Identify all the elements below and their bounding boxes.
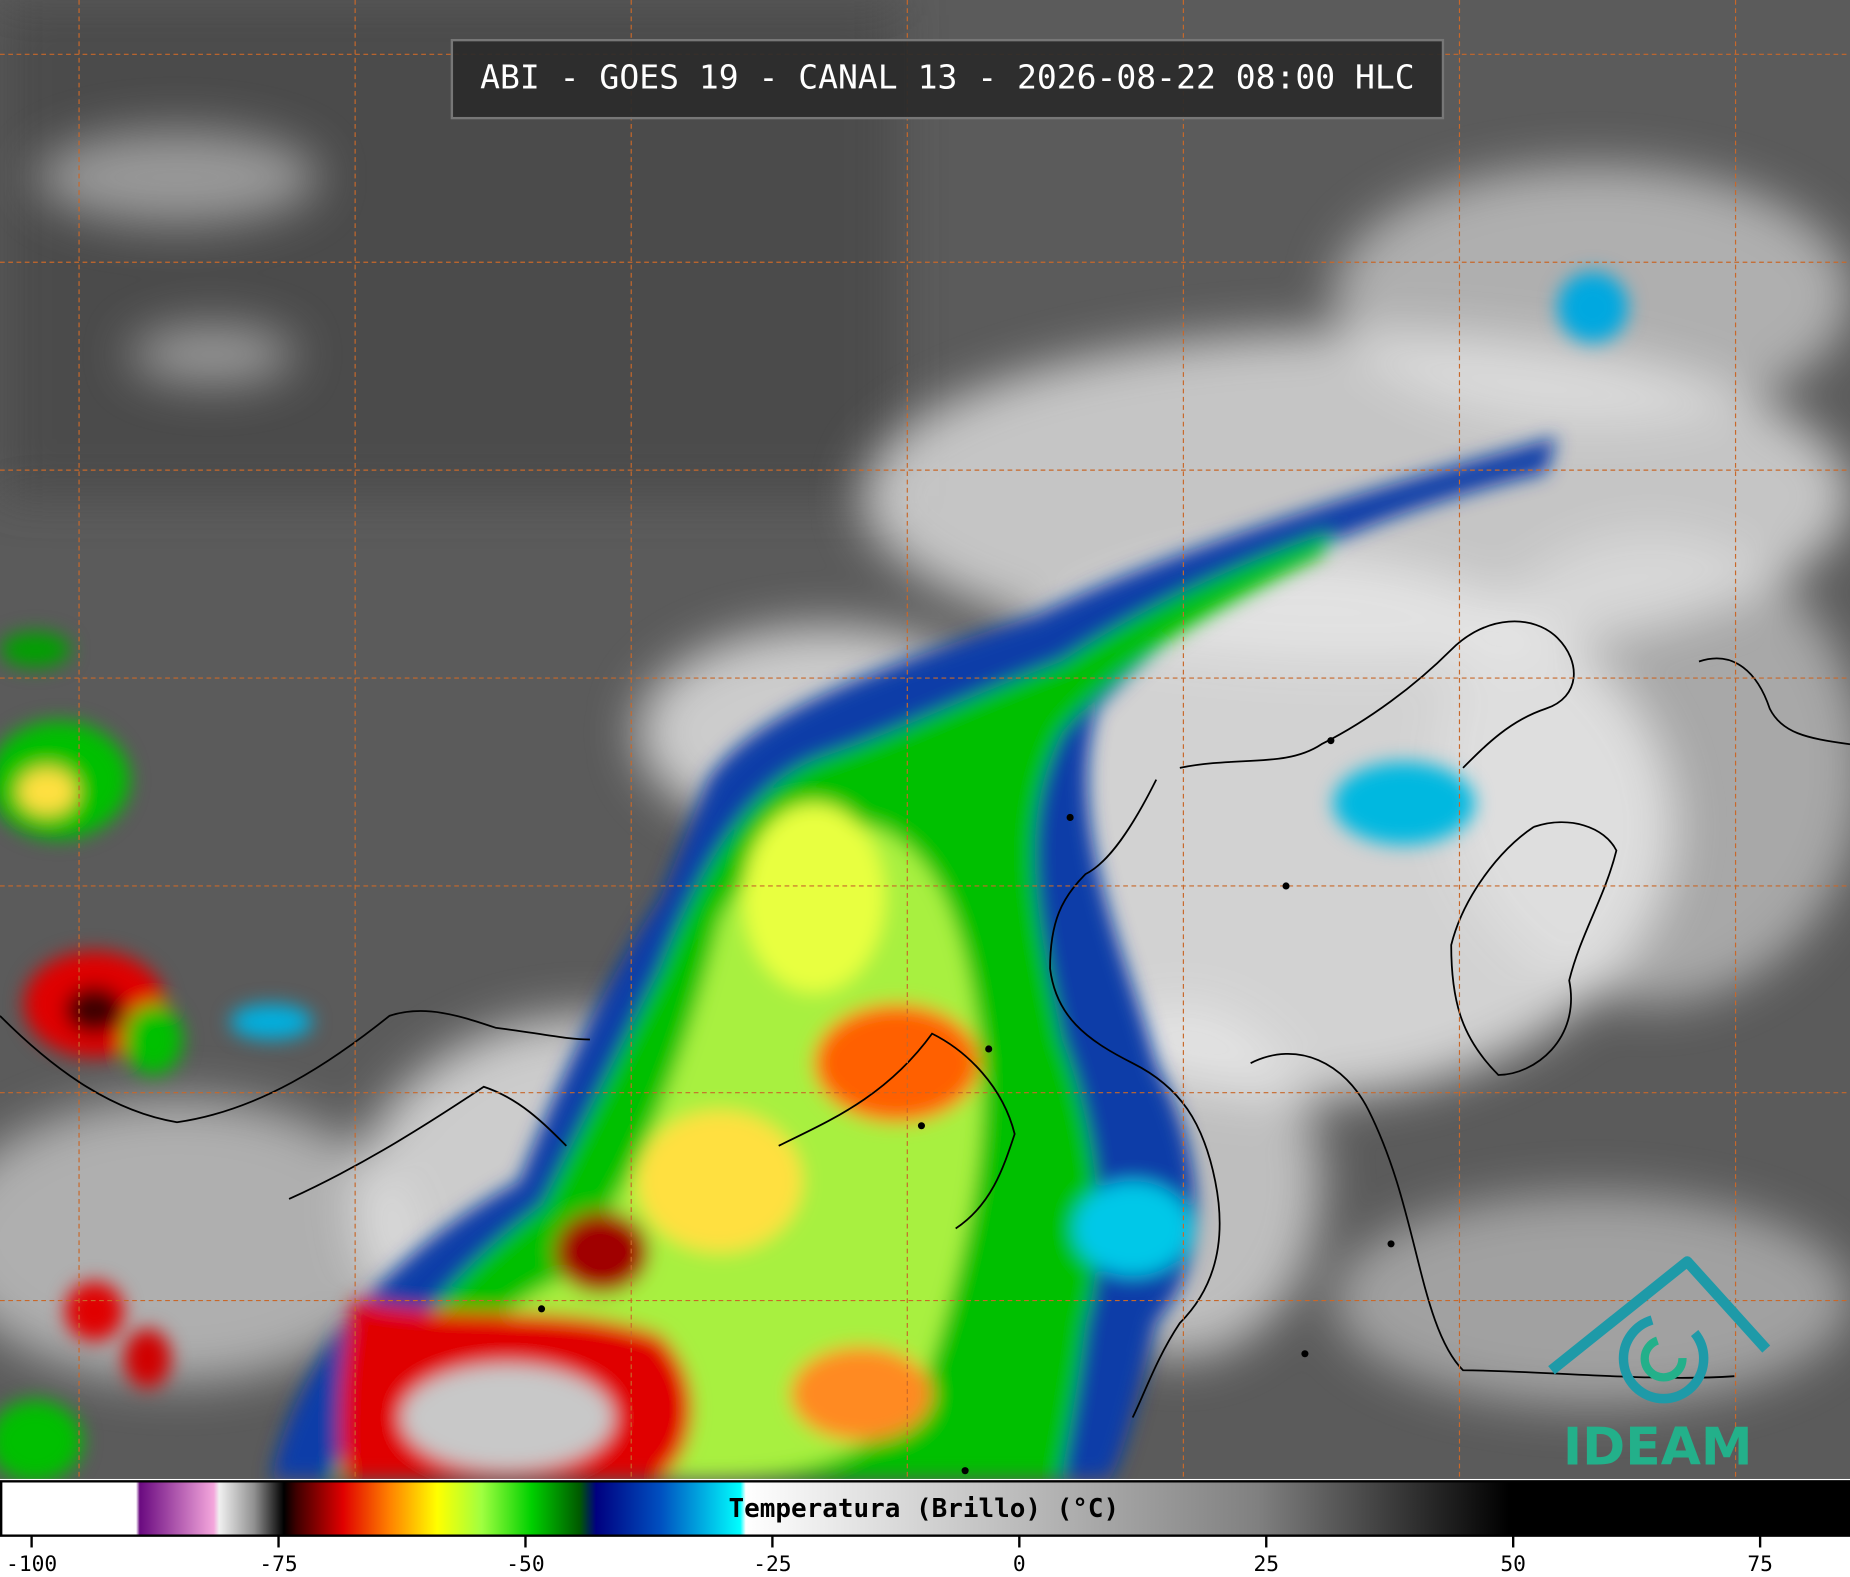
- tick-label: 75: [1747, 1552, 1773, 1577]
- tick-label: -75: [259, 1552, 297, 1577]
- logo: IDEAM: [1548, 1256, 1771, 1478]
- convection: [0, 271, 1629, 1483]
- logo-text: IDEAM: [1563, 1418, 1753, 1478]
- tick-label: -100: [6, 1552, 57, 1577]
- tick-label: 50: [1500, 1552, 1526, 1577]
- tick-label: 0: [1013, 1552, 1026, 1577]
- tick-label: 25: [1253, 1552, 1279, 1577]
- cities: [538, 737, 1395, 1475]
- colorbar-ticks: -100 -75 -50 -25 0 25 50 75: [6, 1535, 1773, 1577]
- colorbar-label: Temperatura (Brillo) (°C): [729, 1494, 1120, 1524]
- title-box: [450, 38, 1445, 120]
- borders: [0, 620, 1850, 1418]
- lat-lon-grid: [0, 0, 1850, 1479]
- tick-label: -50: [506, 1552, 544, 1577]
- colorbar: [0, 1480, 1850, 1537]
- tick-label: -25: [753, 1552, 791, 1577]
- title: ABI - GOES 19 - CANAL 13 - 2026-08-22 08…: [480, 58, 1415, 97]
